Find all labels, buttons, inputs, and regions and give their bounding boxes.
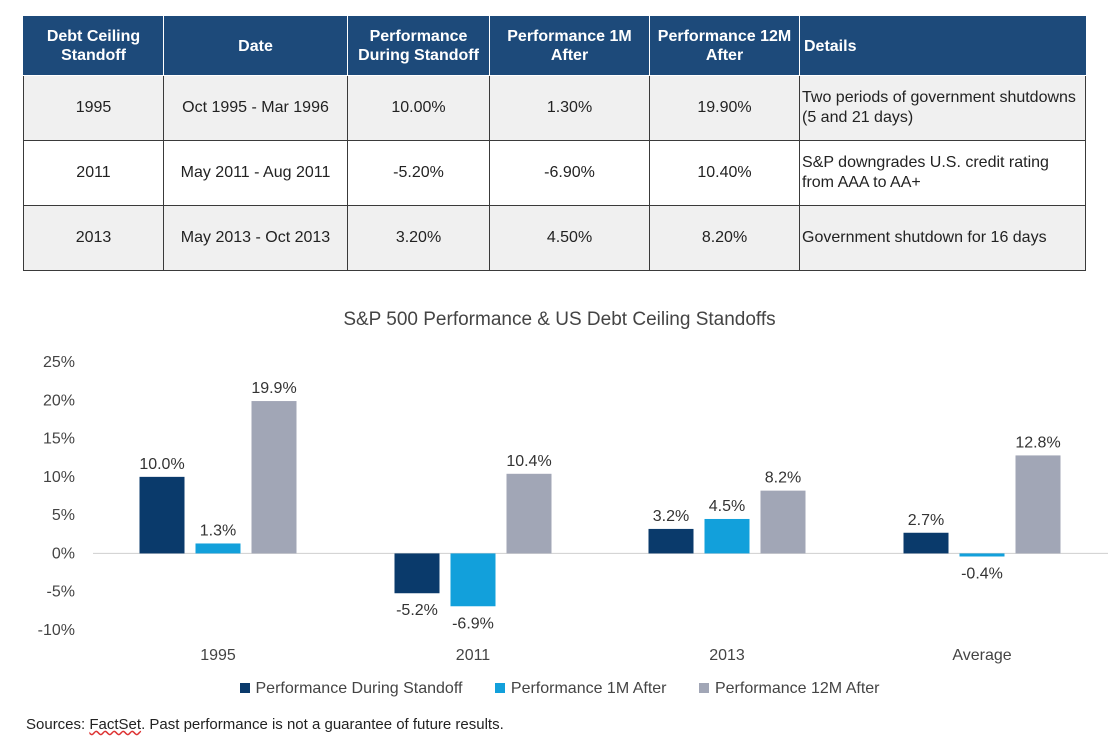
cell-during: -5.20% [347,140,490,206]
header-12m: Performance 12M After [649,16,800,76]
legend-item-12m: Performance 12M After [698,680,880,698]
data-label: 10.4% [506,453,551,470]
y-tick-label: 0% [52,545,75,562]
y-tick-label: 10% [43,469,75,486]
x-category-label: 1995 [200,647,236,664]
y-tick-label: 5% [52,507,75,524]
bar-1m [450,553,496,607]
cell-1m: -6.90% [489,140,650,206]
x-category-label: Average [952,647,1011,664]
data-label: 12.8% [1015,434,1060,451]
data-label: 2.7% [908,512,944,529]
table-row: 1995 Oct 1995 - Mar 1996 10.00% 1.30% 19… [23,75,1086,141]
header-date: Date [163,16,348,76]
bar-chart: 25% 20% 15% 10% 5% 0% -5% -10% 10.0% -5.2% 3.2% 2.7… [38,354,1108,664]
y-tick-label: -10% [38,622,75,639]
bar-12m [1015,455,1061,554]
header-standoff: Debt Ceiling Standoff [23,16,164,76]
data-label: 1.3% [200,522,236,539]
cell-12m: 19.90% [649,75,800,141]
cell-date: May 2013 - Oct 2013 [163,205,348,271]
chart-title: S&P 500 Performance & US Debt Ceiling St… [343,309,776,330]
table-header-row: Debt Ceiling Standoff Date Performance D… [23,16,1086,76]
header-1m: Performance 1M After [489,16,650,76]
data-label: -0.4% [961,565,1003,582]
legend-item-1m: Performance 1M After [494,680,667,698]
source-suffix: . Past performance is not a guarantee of… [141,716,504,733]
legend-label-1m: Performance 1M After [510,680,667,697]
x-category-label: 2011 [456,647,491,664]
data-label: 3.2% [653,508,689,525]
bar-12m [251,401,297,554]
bar-12m [506,473,552,554]
legend-swatch-during [239,683,250,693]
legend-swatch-1m [494,683,505,693]
cell-details: S&P downgrades U.S. credit rating from A… [799,140,1086,206]
cell-details: Government shutdown for 16 days [799,205,1086,271]
bar-1m [704,518,750,554]
y-tick-label: 25% [43,354,75,371]
bar-during [139,476,185,554]
data-label: 8.2% [765,470,801,487]
y-tick-label: -5% [47,584,75,601]
table-row: 2011 May 2011 - Aug 2011 -5.20% -6.90% 1… [23,140,1086,206]
table-row: 2013 May 2013 - Oct 2013 3.20% 4.50% 8.2… [23,205,1086,271]
data-label: 19.9% [251,380,296,397]
cell-during: 3.20% [347,205,490,271]
y-tick-label: 20% [43,392,75,409]
data-label: -5.2% [396,602,438,619]
header-details: Details [799,16,1086,76]
cell-1m: 4.50% [489,205,650,271]
bar-1m [195,543,241,554]
source-note: Sources: FactSet. Past performance is no… [26,716,504,733]
data-label: 4.5% [709,498,745,515]
bar-during [648,528,694,554]
x-category-label: 2013 [709,647,745,664]
data-label: 10.0% [139,456,184,473]
cell-standoff: 2013 [23,205,164,271]
legend-item-during: Performance During Standoff [239,680,463,698]
y-tick-label: 15% [43,431,75,448]
cell-standoff: 2011 [23,140,164,206]
chart-legend: Performance During Standoff Performance … [0,680,1119,698]
cell-1m: 1.30% [489,75,650,141]
cell-details: Two periods of government shutdowns (5 a… [799,75,1086,141]
data-label: -6.9% [452,615,494,632]
source-prefix: Sources: [26,716,90,733]
legend-label-during: Performance During Standoff [255,680,463,697]
cell-12m: 10.40% [649,140,800,206]
cell-date: Oct 1995 - Mar 1996 [163,75,348,141]
cell-12m: 8.20% [649,205,800,271]
bar-during [903,532,949,554]
legend-swatch-12m [698,683,709,693]
cell-standoff: 1995 [23,75,164,141]
source-name: FactSet [89,716,142,733]
legend-label-12m: Performance 12M After [714,680,880,697]
bar-12m [760,490,806,554]
debt-ceiling-table: Debt Ceiling Standoff Date Performance D… [23,16,1086,271]
cell-date: May 2011 - Aug 2011 [163,140,348,206]
bar-during [394,553,440,594]
header-during: Performance During Standoff [347,16,490,76]
cell-during: 10.00% [347,75,490,141]
bar-1m [959,553,1005,557]
